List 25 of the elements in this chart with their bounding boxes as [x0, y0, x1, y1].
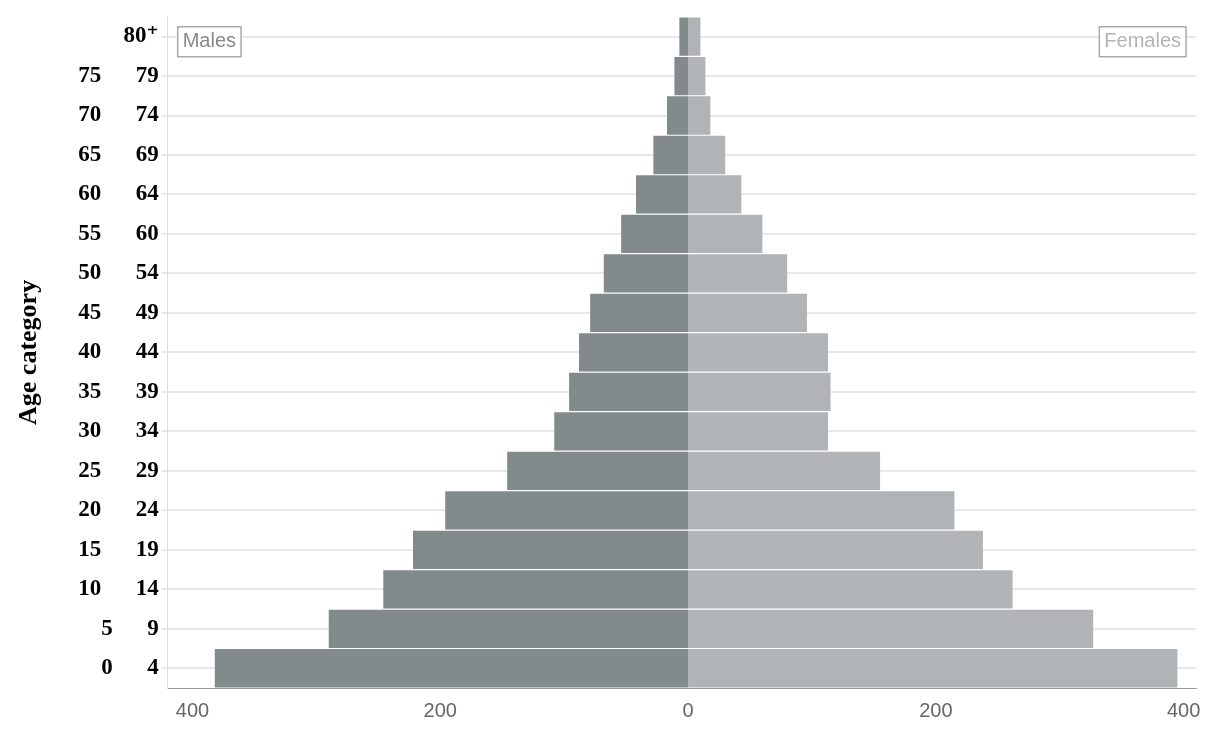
x-tick-label: 400 [175, 698, 210, 721]
y-tick-label: 75 79 [78, 61, 159, 87]
y-tick-label: 5 9 [101, 614, 159, 640]
y-tick-label: 40 44 [78, 338, 160, 364]
text: Males [182, 29, 237, 52]
y-tick-label: 45 49 [78, 298, 159, 324]
text: Females [1104, 29, 1182, 52]
y-tick-label: 70 74 [78, 101, 160, 127]
y-tick-label: 20 24 [78, 496, 160, 522]
y-axis-title: Age category [13, 279, 43, 425]
x-tick-label: 0 [682, 698, 694, 721]
x-tick-label: 400 [1166, 698, 1201, 721]
y-tick-label: 15 19 [78, 535, 159, 561]
y-tick-label: 10 14 [78, 575, 160, 601]
y-tick-label: 55 60 [78, 219, 159, 245]
y-tick-label: 0 4 [101, 654, 160, 680]
y-tick-label: 65 69 [78, 140, 159, 166]
x-tick-label: 200 [919, 698, 953, 721]
y-tick-label: 60 64 [78, 180, 160, 206]
x-tick-label: 200 [423, 698, 457, 721]
y-tick-label: 50 54 [78, 259, 160, 285]
y-tick-label: 80⁺ [123, 22, 159, 48]
y-tick-label: 25 29 [78, 456, 159, 482]
y-tick-label: 35 39 [78, 377, 159, 403]
y-tick-label: 30 34 [78, 417, 160, 443]
